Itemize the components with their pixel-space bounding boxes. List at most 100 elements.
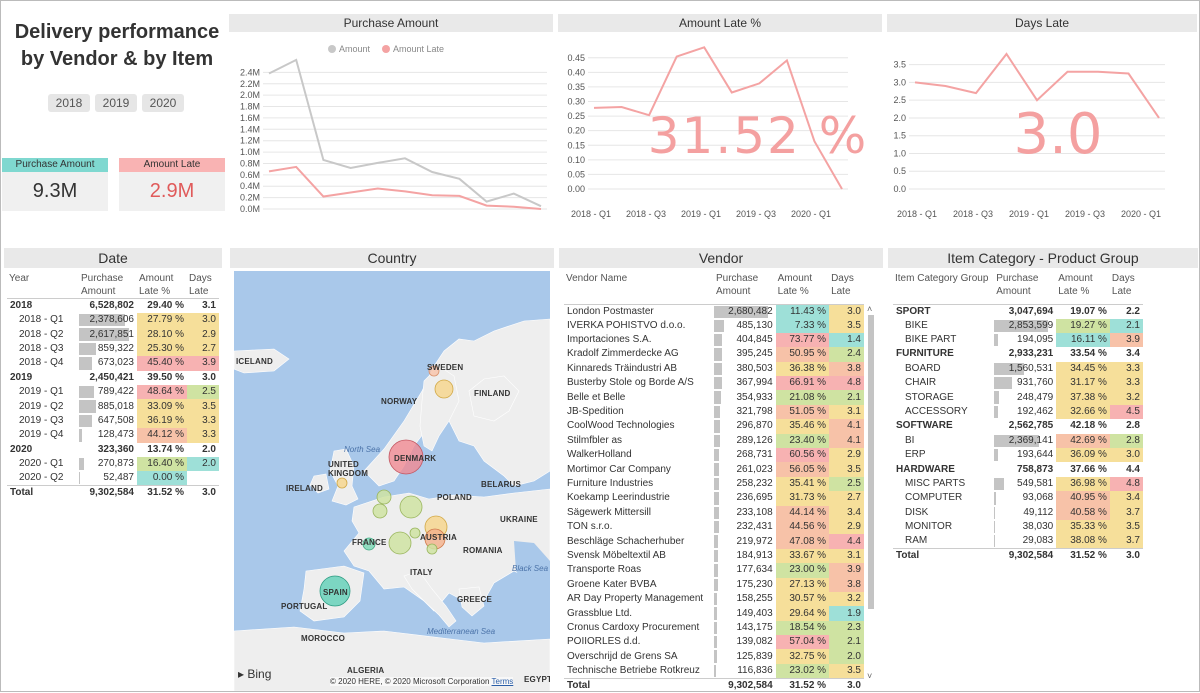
vendor-header-amount[interactable]: Purchase Amount [714,272,776,305]
days-late-chart[interactable]: 0.0 0.5 1.0 1.5 2.0 2.5 3.0 3.5 2018 - Q1 2018 - … [887,33,1197,223]
map-terms-link[interactable]: Terms [491,677,514,686]
date-row[interactable]: 2019 - Q3 647,508 36.19 % 3.3 [7,413,219,429]
item-row[interactable]: HARDWARE 758,873 37.66 % 4.4 [893,462,1143,476]
vendor-row[interactable]: Svensk Möbeltextil AB 184,913 33.67 % 3.1 [564,548,864,564]
vendor-header-late[interactable]: Amount Late % [775,272,830,305]
bubble-denmark[interactable] [388,439,424,475]
item-row[interactable]: BIKE 2,853,599 19.27 % 2.1 [893,318,1143,333]
bubble-sweden-small[interactable] [428,365,440,377]
bubble-belgium[interactable] [372,503,388,519]
country-map[interactable]: ICELAND SWEDEN FINLAND NORWAY North Sea … [234,271,550,691]
vendor-row[interactable]: Furniture Industries 258,232 35.41 % 2.5 [564,476,864,492]
late-pct-chart[interactable]: 0.00 0.05 0.10 0.15 0.20 0.25 0.30 0.35 0.40 0.45… [558,33,882,223]
vendor-row[interactable]: Groene Kater BVBA 175,230 27.13 % 3.8 [564,577,864,592]
year-slicer-2018[interactable]: 2018 [48,94,90,112]
item-row[interactable]: DISK 49,112 40.58 % 3.7 [893,505,1143,520]
vendor-row[interactable]: Belle et Belle 354,933 21.08 % 2.1 [564,390,864,405]
date-header-year[interactable]: Year [7,272,79,299]
item-row[interactable]: BOARD 1,560,531 34.45 % 3.3 [893,361,1143,377]
item-row[interactable]: STORAGE 248,479 37.38 % 3.2 [893,390,1143,405]
item-header-late[interactable]: Amount Late % [1056,272,1110,305]
bubble-switzerland[interactable] [388,531,412,555]
item-header-group[interactable]: Item Category Group [893,272,995,305]
date-row[interactable]: 2018 - Q3 859,322 25.30 % 2.7 [7,341,219,357]
bubble-france[interactable] [362,537,376,551]
vendor-row[interactable]: AR Day Property Management 158,255 30.57 %… [564,591,864,607]
vendor-row[interactable]: CoolWood Technologies 296,870 35.46 % 4.1 [564,419,864,434]
vendor-header-name[interactable]: Vendor Name [564,272,714,305]
vendor-row[interactable]: Cronus Cardoxy Procurement 143,175 18.54 %… [564,620,864,636]
date-row[interactable]: 2019 2,450,421 39.50 % 3.0 [7,371,219,385]
vendor-row[interactable]: JB-Spedition 321,798 51.05 % 3.1 [564,404,864,420]
vendor-row[interactable]: WalkerHolland 268,731 60.56 % 2.9 [564,448,864,463]
date-row[interactable]: 2020 - Q1 270,873 16.40 % 2.0 [7,456,219,472]
vendor-row[interactable]: Transporte Roas 177,634 23.00 % 3.9 [564,563,864,578]
item-row[interactable]: COMPUTER 93,068 40.95 % 3.4 [893,491,1143,506]
vendor-row[interactable]: Stilmfbler as 289,126 23.40 % 4.1 [564,433,864,449]
item-row[interactable]: MISC PARTS 549,581 36.98 % 4.8 [893,476,1143,492]
date-row[interactable]: 2019 - Q2 885,018 33.09 % 3.5 [7,399,219,414]
date-matrix[interactable]: Year Purchase Amount Amount Late % Days … [7,272,219,501]
date-row[interactable]: 2020 - Q2 52,487 0.00 % [7,471,219,486]
purchase-amount-card[interactable]: Purchase Amount 9.3M [2,158,108,211]
date-row[interactable]: 2020 323,360 13.74 % 2.0 [7,443,219,457]
vendor-row[interactable]: Overschrijd de Grens SA 125,839 32.75 % 2.0 [564,649,864,664]
date-row[interactable]: 2018 6,528,802 29.40 % 3.1 [7,299,219,314]
date-header-days[interactable]: Days Late [187,272,219,299]
item-matrix[interactable]: Item Category Group Purchase Amount Amou… [893,272,1143,564]
vendor-row[interactable]: London Postmaster 2,680,482 11.43 % 3.0 [564,304,864,319]
vendor-row[interactable]: Mortimor Car Company 261,023 56.05 % 3.5 [564,462,864,477]
year-slicer-2020[interactable]: 2020 [142,94,184,112]
vendor-row[interactable]: Technische Betriebe Rotkreuz 116,836 23.02… [564,663,864,679]
date-row[interactable]: 2018 - Q2 2,617,851 28.10 % 2.9 [7,327,219,342]
amount-late-card[interactable]: Amount Late 2.9M [119,158,225,211]
vendor-row[interactable]: Grassblue Ltd. 149,403 29.64 % 1.9 [564,606,864,621]
vendor-header-days[interactable]: Days Late [829,272,864,305]
bubble-germany[interactable] [399,495,423,519]
date-row[interactable]: 2019 - Q1 789,422 48.64 % 2.5 [7,384,219,400]
item-header-amount[interactable]: Purchase Amount [994,272,1057,305]
vendor-row[interactable]: Koekamp Leerindustrie 236,695 31.73 % 2.7 [564,491,864,506]
vendor-row[interactable]: Kradolf Zimmerdecke AG 395,245 50.95 % 2.4 [564,347,864,362]
bubble-germany-south[interactable] [409,527,421,539]
item-row[interactable]: CHAIR 931,760 31.17 % 3.3 [893,376,1143,391]
scroll-down-icon[interactable]: ˅ [867,671,872,681]
vendor-row[interactable]: IVERKA POHISTVO d.o.o. 485,130 7.33 % 3.5 [564,318,864,333]
bubble-netherlands[interactable] [376,489,392,505]
item-row[interactable]: FURNITURE 2,933,231 33.54 % 3.4 [893,347,1143,361]
vendor-row[interactable]: Beschläge Schacherhuber 219,972 47.08 % 4.4 [564,534,864,549]
year-slicer-2019[interactable]: 2019 [95,94,137,112]
bubble-sweden[interactable] [434,379,454,399]
item-row[interactable]: SPORT 3,047,694 19.07 % 2.2 [893,304,1143,319]
vendor-row-days: 3.1 [829,404,864,420]
scroll-up-icon[interactable]: ˄ [867,304,872,314]
item-row[interactable]: BIKE PART 194,095 16.11 % 3.9 [893,332,1143,348]
date-row[interactable]: 2018 - Q1 2,378,606 27.79 % 3.0 [7,313,219,328]
item-row-label: SOFTWARE [896,420,953,432]
item-row[interactable]: BI 2,369,141 42.69 % 2.8 [893,433,1143,449]
item-header-days[interactable]: Days Late [1109,272,1143,305]
bubble-spain[interactable] [319,575,351,607]
bubble-slovenia[interactable] [426,543,438,555]
date-row-label: 2019 - Q2 [19,400,64,412]
item-row[interactable]: ACCESSORY 192,462 32.66 % 4.5 [893,404,1143,420]
item-row[interactable]: SOFTWARE 2,562,785 42.18 % 2.8 [893,419,1143,433]
purchase-amount-chart[interactable]: 0.0M 0.2M 0.4M 0.6M 0.8M 1.0M 1.2M 1.4M 1.6M 1.8M… [229,33,553,217]
vendor-scrollbar[interactable]: ˄ ˅ [866,303,876,681]
date-header-amount[interactable]: Purchase Amount [79,272,137,299]
vendor-row[interactable]: Sägewerk Mittersill 233,108 44.14 % 3.4 [564,505,864,520]
date-row[interactable]: 2018 - Q4 673,023 45.40 % 3.9 [7,356,219,371]
item-row[interactable]: RAM 29,083 38.08 % 3.7 [893,534,1143,549]
vendor-matrix[interactable]: Vendor Name Purchase Amount Amount Late … [564,272,864,693]
bubble-uk[interactable] [336,477,348,489]
item-row[interactable]: MONITOR 38,030 35.33 % 3.5 [893,519,1143,535]
vendor-row[interactable]: POIIORLES d.d. 139,082 57.04 % 2.1 [564,635,864,650]
item-row[interactable]: ERP 193,644 36.09 % 3.0 [893,448,1143,463]
scroll-thumb[interactable] [868,315,874,609]
date-header-late[interactable]: Amount Late % [137,272,187,299]
vendor-row[interactable]: TON s.r.o. 232,431 44.56 % 2.9 [564,519,864,535]
vendor-row[interactable]: Busterby Stole og Borde A/S 367,994 66.91 … [564,376,864,391]
vendor-row[interactable]: Importaciones S.A. 404,845 73.77 % 1.4 [564,332,864,348]
vendor-row[interactable]: Kinnareds Träindustri AB 380,503 36.38 % 3.… [564,361,864,377]
date-row[interactable]: 2019 - Q4 128,473 44.12 % 3.3 [7,428,219,443]
